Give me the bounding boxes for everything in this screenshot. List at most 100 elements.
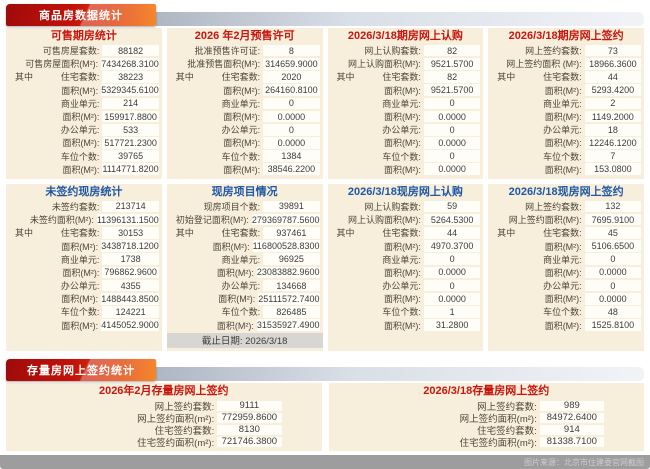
stat-row: 面积(M²): 0.0000 [167, 136, 323, 149]
stat-row-label: 可售房屋套数: [42, 46, 100, 57]
stat-panel-title: 2026/3/18期房网上签约 [508, 30, 624, 42]
stat-row: 办公单元: 0 [167, 123, 323, 136]
stat-row: 办公单元: 533 [6, 123, 162, 136]
stat-row-label-cell: 车位个数: [328, 305, 424, 318]
stat-row: 办公单元: 18 [488, 123, 644, 136]
stat-row-value: 0 [584, 253, 641, 266]
stat-row: 其中 住宅套数: 30153 [6, 226, 162, 239]
stat-row-value: 0.0000 [423, 163, 481, 176]
stat-row-value: 314659.9000 [263, 57, 320, 70]
stat-row-label: 商业单元: [382, 254, 421, 265]
stock-section-header: 存量房网上签约统计 [6, 358, 644, 381]
stat-row-label-cell: 面积(M²): [167, 84, 263, 97]
stat-row-label-cell: 住宅签约面积(m²): [329, 436, 540, 449]
stat-row-label: 可售房屋面积(M²): [25, 59, 99, 70]
stat-row-label-cell: 车位个数: [6, 305, 102, 318]
stat-panel: 2026年2月存量房网上签约 网上签约套数: 9111 网上签约面积(m²): 7729… [6, 382, 322, 451]
stock-header-bar [156, 366, 644, 381]
stat-row: 网上签约套数: 73 [488, 44, 644, 57]
stat-row-label-cell: 住宅签约套数: [329, 424, 540, 437]
stat-row: 网上签约套数: 989 [329, 400, 645, 413]
stat-row-label-cell: 其中 住宅套数: [328, 70, 424, 83]
stat-row: 批准预售面积(M²): 314659.9000 [167, 57, 323, 70]
stat-row-value: 5106.6500 [584, 240, 641, 252]
stat-row-label: 面积(M²): [61, 320, 99, 331]
stat-panel-footer [6, 333, 162, 348]
stat-row-label-cell: 面积(M²): [6, 110, 102, 123]
stat-row-label: 网上签约套数: [154, 401, 215, 413]
stat-row-label-cell: 办公单元: [6, 279, 102, 292]
stat-row-label-cell: 面积(M²): [488, 84, 584, 97]
stat-row-value: 18966.3600 [584, 57, 641, 70]
stat-row-value: 88182 [102, 44, 159, 57]
stat-row-value: 8130 [217, 424, 282, 435]
stat-row-label: 办公单元: [60, 125, 100, 136]
stat-row-label-cell: 网上认购面积(M²): [328, 57, 424, 70]
stat-row-label-cell: 车位个数: [167, 150, 263, 163]
stat-row-label: 车位个数: [60, 307, 100, 318]
stat-row-label: 面积(M²): [62, 138, 100, 149]
stat-row-label-cell: 面积(M²): [328, 84, 424, 97]
stat-row-label: 面积(M²): [223, 138, 261, 149]
stat-row-value: 73 [584, 44, 641, 57]
stat-row-label-cell: 面积(M²): [167, 136, 263, 149]
stat-row-value: 1525.8100 [584, 319, 641, 331]
stat-row-value: 0.0000 [423, 266, 481, 279]
stat-row-label: 住宅套数: [382, 228, 421, 239]
stat-row-value: 4145052.9000 [101, 319, 159, 331]
stat-row-value: 134668 [263, 279, 320, 292]
stat-row-label-cell: 网上认购面积(M²): [328, 213, 424, 226]
stat-panel: 2026 年2月预售许可 批准预售许可证: 8 批准预售面积(M²): 314659.9… [166, 28, 323, 179]
stock-section-tab-label: 存量房网上签约统计 [27, 364, 135, 377]
stat-row-label-cell: 初始登记面积(M²): [167, 213, 252, 226]
stat-row-label: 面积(M²): [62, 267, 100, 278]
stat-row-value: 0 [423, 279, 481, 292]
stat-row-label: 车位个数: [543, 307, 582, 318]
stat-row-label-cell: 其中 住宅套数: [167, 70, 263, 83]
stat-row: 其中 住宅套数: 937461 [167, 226, 323, 239]
stat-row-value: 937461 [263, 227, 320, 239]
stat-row-label: 面积(M²): [61, 241, 99, 252]
stat-row-label: 车位个数: [382, 151, 421, 162]
stat-row-value: 30153 [102, 227, 159, 239]
stat-row-label: 未签约面积(M²): [29, 215, 94, 226]
stat-row-label-cell: 面积(M²): [328, 266, 424, 279]
stat-row-label-cell: 面积(M²): [6, 136, 102, 149]
stat-row-label: 办公单元: [382, 281, 421, 292]
stat-row: 面积(M²): 5293.4200 [488, 84, 644, 97]
commodity-section-header: 商品房数据统计 [6, 4, 644, 26]
stat-row-label-cell: 面积(M²): [167, 239, 253, 252]
stat-row-label-cell: 面积(M²): [167, 319, 257, 332]
stat-row-prefix: 其中 [336, 228, 355, 239]
stat-row-value: 7434268.3100 [101, 57, 159, 70]
stat-row: 商业单元: 0 [328, 97, 484, 110]
stat-row: 面积(M²): 0.0000 [167, 110, 323, 123]
stat-row-label-cell: 网上签约面积(m²): [6, 412, 217, 425]
source-note: 图片来源：北京市住建委官网截图 [524, 457, 644, 467]
stat-panel-title: 2026/3/18现房网上认购 [347, 185, 463, 198]
stat-row-label: 面积(M²): [223, 112, 261, 123]
stat-row-label-cell: 其中 住宅套数: [328, 226, 424, 239]
stat-panel-title: 2026/3/18期房网上认购 [347, 30, 463, 42]
stock-section-tab: 存量房网上签约统计 [6, 358, 156, 381]
stat-row-value: 0 [423, 97, 481, 110]
stat-row-label-cell: 面积(M²): [328, 110, 424, 123]
stat-row-label-cell: 车位个数: [488, 150, 584, 163]
stat-row: 网上签约面积(m²): 772959.8600 [6, 412, 322, 425]
stat-row: 网上签约套数: 9111 [6, 400, 322, 413]
stat-row-label-cell: 面积(M²): [6, 163, 102, 176]
stat-row-value: 0 [584, 279, 641, 292]
stat-row-value: 0 [423, 253, 481, 266]
stat-row-label: 办公单元: [60, 281, 100, 292]
stat-row-label: 面积(M²): [383, 294, 421, 305]
stat-row-value: 82 [423, 71, 481, 83]
stat-row-label: 办公单元: [221, 281, 261, 292]
stat-row: 车位个数: 7 [488, 150, 644, 163]
stat-row-label: 车位个数: [60, 151, 100, 162]
stat-row-label-cell: 车位个数: [167, 305, 263, 318]
stat-row-label: 面积(M²): [383, 164, 421, 175]
stat-row-value: 9111 [217, 400, 282, 411]
stat-row-value: 44 [584, 71, 641, 83]
stat-row: 面积(M²): 1525.8100 [488, 319, 644, 332]
stat-row: 商业单元: 1738 [6, 253, 162, 266]
